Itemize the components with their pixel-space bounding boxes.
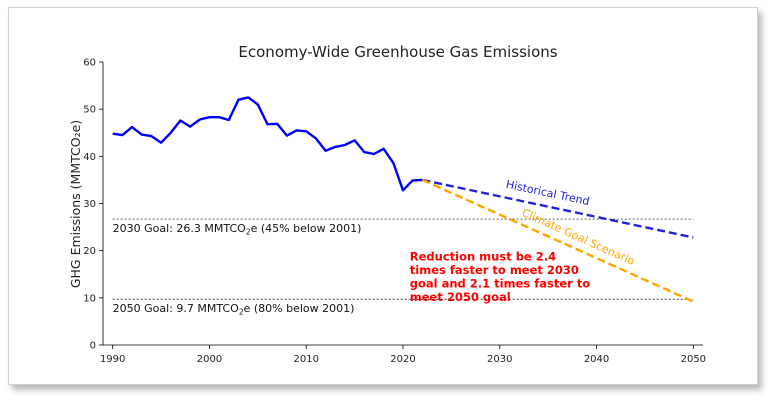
goal2050-label: 2050 Goal: 9.7 MMTCO2e (80% below 2001)	[113, 302, 355, 317]
trend-line	[422, 178, 694, 239]
goal2050-label-prefix: 2050 Goal: 9.7 MMTCO	[113, 302, 239, 315]
y-tick-label: 30	[83, 199, 96, 210]
goal2030-label-prefix: 2030 Goal: 26.3 MMTCO	[113, 222, 246, 235]
scenario-line	[421, 178, 694, 303]
y-axis-label: GHG Emissions (MMTCO₂e)	[68, 120, 83, 288]
x-tick-label: 2020	[390, 354, 415, 365]
goal2030-label-subscript: 2	[246, 228, 251, 237]
x-tick-label: 2040	[584, 354, 609, 365]
reduction-note-line: goal and 2.1 times faster to	[410, 277, 591, 291]
x-tick-label: 1990	[100, 354, 125, 365]
goal2050-label-suffix: e (80% below 2001)	[244, 302, 355, 315]
y-tick-label: 20	[83, 246, 96, 257]
x-tick-label: 2030	[487, 354, 512, 365]
goal-lines: 2030 Goal: 26.3 MMTCO2e (45% below 2001)…	[112, 218, 694, 317]
goal2050-label-subscript: 2	[239, 308, 244, 317]
x-ticks: 1990 2000 2010 2020 2030 2040 2050	[100, 345, 706, 365]
chart-title: Economy-Wide Greenhouse Gas Emissions	[238, 43, 557, 61]
trend-label: Historical Trend	[505, 178, 591, 208]
goal2030-label: 2030 Goal: 26.3 MMTCO2e (45% below 2001)	[113, 222, 362, 237]
y-tick-label: 10	[83, 293, 96, 304]
y-tick-label: 50	[83, 105, 96, 116]
y-ticks: 0 10 20 30 40 50 60	[83, 58, 103, 352]
x-tick-label: 2010	[293, 354, 318, 365]
historical-line	[112, 96, 423, 192]
x-tick-label: 2050	[681, 354, 706, 365]
goal2030-label-suffix: e (45% below 2001)	[251, 222, 362, 235]
chart-frame	[8, 7, 758, 385]
y-tick-label: 60	[83, 58, 96, 69]
x-tick-label: 2000	[197, 354, 222, 365]
reduction-note-line: meet 2050 goal	[410, 290, 511, 304]
series-lines	[112, 96, 694, 303]
reduction-note-line: Reduction must be 2.4	[410, 250, 556, 264]
reduction-note-line: times faster to meet 2030	[410, 263, 579, 277]
y-tick-label: 40	[83, 152, 96, 163]
y-tick-label: 0	[90, 341, 96, 352]
